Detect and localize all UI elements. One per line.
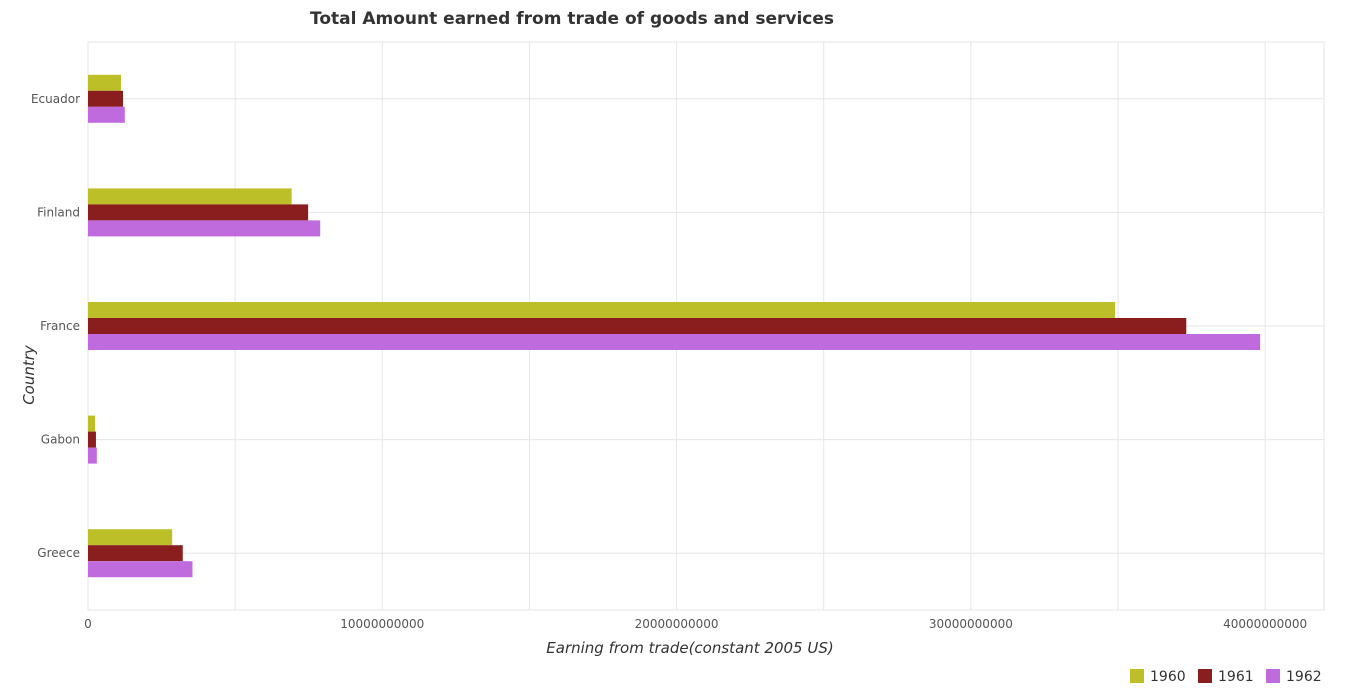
bar-finland-1961 bbox=[88, 204, 309, 221]
legend-label-1960: 1960 bbox=[1150, 669, 1186, 685]
bar-gabon-1960 bbox=[88, 415, 96, 432]
bar-gabon-1961 bbox=[88, 431, 96, 448]
chart-title: Total Amount earned from trade of goods … bbox=[310, 9, 834, 29]
bar-gabon-1962 bbox=[88, 447, 97, 464]
x-tick-label: 30000000000 bbox=[929, 617, 1013, 631]
legend: 1960 1961 1962 bbox=[1130, 669, 1322, 685]
x-tick-label: 10000000000 bbox=[340, 617, 424, 631]
bar-finland-1962 bbox=[88, 220, 321, 237]
axis-ticks: 0 10000000000 20000000000 30000000000 400000… bbox=[31, 92, 1307, 631]
bar-ecuador-1960 bbox=[88, 74, 121, 91]
bars bbox=[88, 74, 1261, 578]
x-tick-label: 40000000000 bbox=[1223, 617, 1307, 631]
bar-ecuador-1961 bbox=[88, 90, 124, 107]
bar-france-1960 bbox=[88, 302, 1116, 318]
y-tick-label: Greece bbox=[37, 546, 80, 560]
bar-greece-1960 bbox=[88, 529, 173, 546]
bar-france-1961 bbox=[88, 318, 1187, 334]
legend-label-1961: 1961 bbox=[1218, 669, 1254, 685]
legend-swatch-1961 bbox=[1198, 669, 1212, 683]
y-axis-label: Country bbox=[20, 344, 38, 405]
legend-swatch-1960 bbox=[1130, 669, 1144, 683]
x-axis-label: Earning from trade(constant 2005 US) bbox=[546, 639, 833, 657]
y-tick-label: Gabon bbox=[41, 433, 80, 447]
bar-ecuador-1962 bbox=[88, 106, 125, 123]
x-tick-label: 20000000000 bbox=[635, 617, 719, 631]
x-tick-label: 0 bbox=[84, 617, 92, 631]
bar-greece-1961 bbox=[88, 545, 183, 562]
y-tick-label: France bbox=[40, 319, 80, 333]
legend-label-1962: 1962 bbox=[1286, 669, 1322, 685]
y-tick-label: Ecuador bbox=[31, 92, 80, 106]
bar-france-1962 bbox=[88, 334, 1261, 350]
bar-finland-1960 bbox=[88, 188, 292, 205]
bar-greece-1962 bbox=[88, 561, 193, 578]
y-tick-label: Finland bbox=[37, 205, 80, 219]
legend-swatch-1962 bbox=[1266, 669, 1280, 683]
